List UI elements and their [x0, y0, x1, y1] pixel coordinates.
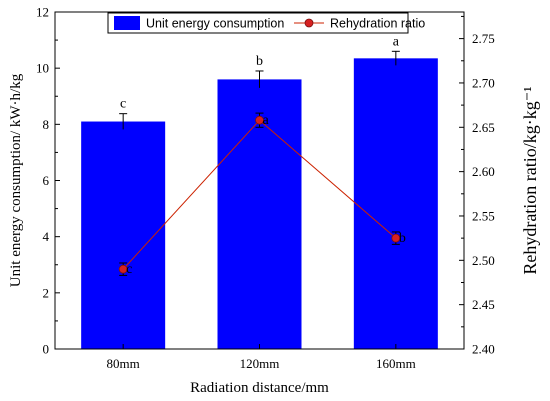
legend-bar-swatch	[114, 16, 140, 30]
legend-line-label: Rehydration ratio	[330, 17, 425, 31]
bar-significance-letter: b	[256, 54, 263, 69]
x-tick-label: 120mm	[240, 356, 280, 371]
right-tick-label: 2.65	[472, 120, 495, 135]
legend-bar-label: Unit energy consumption	[146, 17, 284, 31]
left-tick-label: 2	[43, 285, 50, 300]
left-tick-label: 6	[43, 173, 50, 188]
axes-group: 0 2 4 6 8 10 12 2.40 2.45 2.50 2.55 2.60 2.65 2.70 2.7…	[8, 5, 540, 397]
bar-160mm	[353, 58, 438, 350]
right-axis-label: Rehydration ratio/kg·kg⁻¹	[520, 86, 540, 274]
bar-significance-letter: c	[120, 97, 126, 112]
left-axis-label: Unit energy consumption/ kW·h/kg	[8, 73, 24, 287]
rehydration-point-80mm	[118, 264, 128, 274]
x-tick-label: 80mm	[107, 356, 140, 371]
right-tick-label: 2.75	[472, 31, 495, 46]
right-tick-label: 2.40	[472, 342, 495, 357]
bar-80mm	[81, 121, 166, 350]
line-group: c a b	[118, 112, 406, 277]
bars-group: c b a	[81, 34, 438, 350]
rehydration-point-160mm	[391, 233, 401, 243]
left-tick-label: 10	[36, 61, 49, 76]
left-tick-label: 0	[43, 342, 50, 357]
point-significance-letter: a	[263, 113, 270, 128]
left-tick-label: 12	[36, 5, 49, 20]
point-significance-letter: c	[126, 262, 132, 277]
right-tick-label: 2.55	[472, 208, 495, 223]
right-tick-label: 2.50	[472, 253, 495, 268]
right-tick-label: 2.45	[472, 297, 495, 312]
rehydration-point-120mm	[255, 115, 264, 125]
legend: Unit energy consumption Rehydration ratio	[107, 12, 425, 34]
right-tick-label: 2.60	[472, 164, 495, 179]
x-axis-label: Radiation distance/mm	[190, 380, 329, 396]
bar-significance-letter: a	[393, 34, 400, 49]
right-tick-label: 2.70	[472, 75, 495, 90]
legend-line-marker	[304, 18, 314, 28]
x-tick-label: 160mm	[376, 356, 416, 371]
left-tick-label: 4	[43, 229, 50, 244]
legend-box	[107, 12, 409, 34]
left-tick-label: 8	[43, 117, 50, 132]
point-significance-letter: b	[399, 231, 406, 246]
